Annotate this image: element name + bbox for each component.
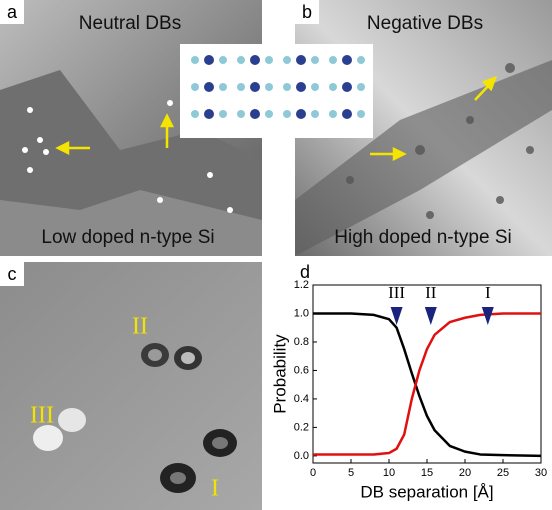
atom — [204, 82, 214, 92]
x-tick-label: 30 — [535, 467, 547, 479]
atom — [342, 82, 352, 92]
panel-label: c — [8, 264, 17, 284]
figure: a Neutral DBs Low doped n-type Si b Nega… — [0, 0, 552, 510]
atom — [329, 56, 337, 64]
panel-title: Neutral DBs — [79, 13, 181, 34]
atom — [250, 82, 260, 92]
atom — [283, 83, 291, 91]
y-tick-label: 0.4 — [294, 393, 309, 405]
x-tick-label: 10 — [383, 467, 395, 479]
atom — [265, 83, 273, 91]
chart: 0.0 0.2 0.4 0.6 0.8 1.0 1.2 0 5 10 15 20 25 30 DB sepa… — [270, 279, 547, 502]
marker-label: II — [425, 283, 437, 302]
atom — [283, 56, 291, 64]
atom — [329, 110, 337, 118]
atom — [237, 56, 245, 64]
atom — [204, 109, 214, 119]
atom — [265, 56, 273, 64]
atom — [311, 83, 319, 91]
x-tick-label: 20 — [459, 467, 471, 479]
y-tick-label: 0.2 — [294, 421, 309, 433]
atom — [329, 83, 337, 91]
panel-c: c II III I — [0, 262, 262, 510]
x-tick-label: 5 — [348, 467, 354, 479]
atom — [237, 110, 245, 118]
stm-image — [0, 262, 262, 510]
panel-label: a — [7, 2, 18, 22]
atom — [191, 56, 199, 64]
atom — [250, 55, 260, 65]
atom — [311, 56, 319, 64]
y-axis-label: Probability — [270, 334, 289, 414]
y-tick-label: 0.8 — [294, 336, 309, 348]
x-axis-label: DB separation [Å] — [360, 482, 493, 501]
series-line — [313, 313, 541, 455]
y-tick-label: 0.6 — [294, 364, 309, 376]
atom — [250, 109, 260, 119]
atom — [357, 83, 365, 91]
y-tick-label: 1.2 — [294, 279, 309, 291]
atom — [342, 109, 352, 119]
atom — [265, 110, 273, 118]
series-line — [313, 313, 541, 454]
atom — [191, 83, 199, 91]
atom — [311, 110, 319, 118]
panel-title: Negative DBs — [367, 13, 483, 34]
panel-label: b — [302, 2, 312, 22]
atom — [296, 109, 306, 119]
atom — [219, 110, 227, 118]
atom — [357, 56, 365, 64]
atom — [219, 83, 227, 91]
atom — [204, 55, 214, 65]
atom — [219, 56, 227, 64]
x-tick-label: 0 — [310, 467, 316, 479]
panel-caption: High doped n-type Si — [334, 227, 511, 248]
atom — [237, 83, 245, 91]
atom — [296, 82, 306, 92]
lattice-inset — [180, 44, 373, 138]
marker-label: III — [388, 283, 405, 302]
atom — [191, 110, 199, 118]
atom — [283, 110, 291, 118]
y-tick-label: 0.0 — [294, 450, 309, 462]
x-tick-label: 25 — [497, 467, 509, 479]
marker-triangle — [425, 307, 437, 325]
feature-label: III — [30, 403, 54, 429]
atom — [296, 55, 306, 65]
feature-label: II — [132, 314, 148, 340]
y-tick-label: 1.0 — [294, 307, 309, 319]
marker-label: I — [485, 283, 491, 302]
marker-triangle — [482, 307, 494, 325]
atom — [357, 110, 365, 118]
atom — [342, 55, 352, 65]
x-tick-label: 15 — [421, 467, 433, 479]
feature-label: I — [211, 476, 219, 502]
panel-caption: Low doped n-type Si — [41, 227, 214, 248]
